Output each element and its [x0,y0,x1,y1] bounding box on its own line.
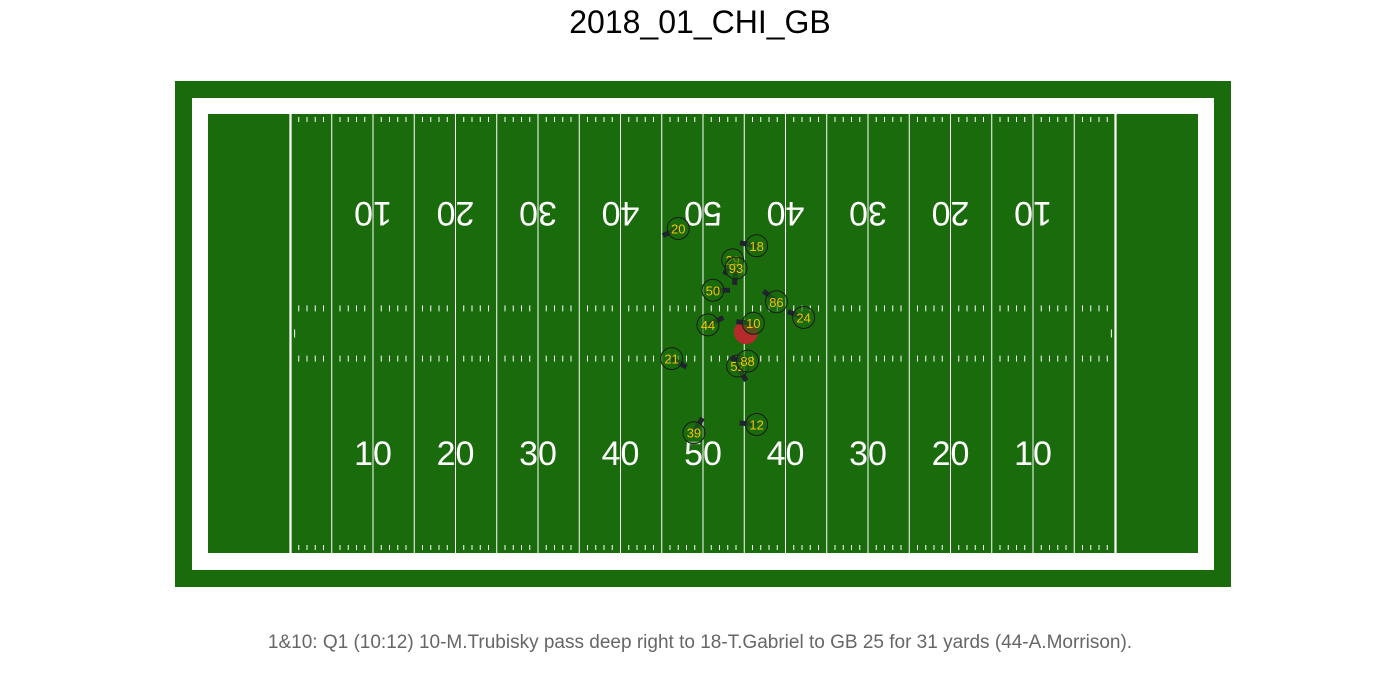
players-layer: 2029189350862410442152883912 [660,216,816,445]
player-88: 88 [730,349,760,373]
player-marker [682,421,706,445]
player-jersey-label: 21 [664,352,678,367]
player-marker [764,290,788,314]
player-marker [741,311,765,335]
player-marker [696,313,720,337]
player-18: 18 [739,234,769,258]
yard-number-top: 30 [849,194,887,232]
yard-number-bottom: 20 [437,435,475,473]
player-39: 39 [682,416,706,445]
player-jersey-label: 86 [769,295,783,310]
player-12: 12 [739,413,769,437]
player-marker [666,216,690,240]
yard-number-top: 40 [602,194,640,232]
player-marker [792,305,816,329]
player-jersey-label: 12 [749,418,763,433]
player-jersey-label: 93 [729,261,743,276]
yard-number-top: 50 [684,194,722,232]
player-marker [736,349,760,373]
yard-number-bottom: 30 [849,435,887,473]
yard-number-bottom: 20 [932,435,970,473]
player-marker [660,347,684,371]
player-jersey-label: 24 [796,310,810,325]
player-24: 24 [786,305,816,329]
player-jersey-label: 10 [746,316,760,331]
yard-number-bottom: 30 [519,435,557,473]
yard-number-top: 20 [437,194,475,232]
player-86: 86 [761,288,788,314]
yard-numbers: 10 10 20 20 30 30 40 40 50 50 40 40 30 30 20 20 10 10 [354,194,1052,473]
yard-number-bottom: 10 [1014,435,1052,473]
yard-number-bottom: 40 [602,435,640,473]
player-jersey-label: 20 [671,221,685,236]
player-jersey-label: 50 [706,283,720,298]
player-marker [745,413,769,437]
player-93: 93 [724,256,748,286]
player-jersey-label: 88 [740,354,754,369]
yard-number-top: 10 [1014,194,1052,232]
player-10: 10 [736,311,765,335]
yard-number-bottom: 10 [354,435,392,473]
player-jersey-label: 39 [687,426,701,441]
yard-number-bottom: 40 [767,435,805,473]
player-jersey-label: 44 [701,318,715,333]
player-marker [745,234,769,258]
yard-number-top: 30 [519,194,557,232]
player-50: 50 [701,278,730,302]
player-jersey-label: 18 [749,239,763,254]
player-44: 44 [696,313,725,337]
play-description: 1&10: Q1 (10:12) 10-M.Trubisky pass deep… [267,632,1133,653]
player-marker [724,256,748,280]
yard-number-top: 20 [932,194,970,232]
player-21: 21 [660,347,688,371]
yard-number-top: 10 [354,194,392,232]
field-markings [289,114,1117,553]
yard-number-top: 40 [767,194,805,232]
player-20: 20 [661,216,690,240]
plot-title: 2018_01_CHI_GB [569,4,831,40]
player-marker [701,278,725,302]
